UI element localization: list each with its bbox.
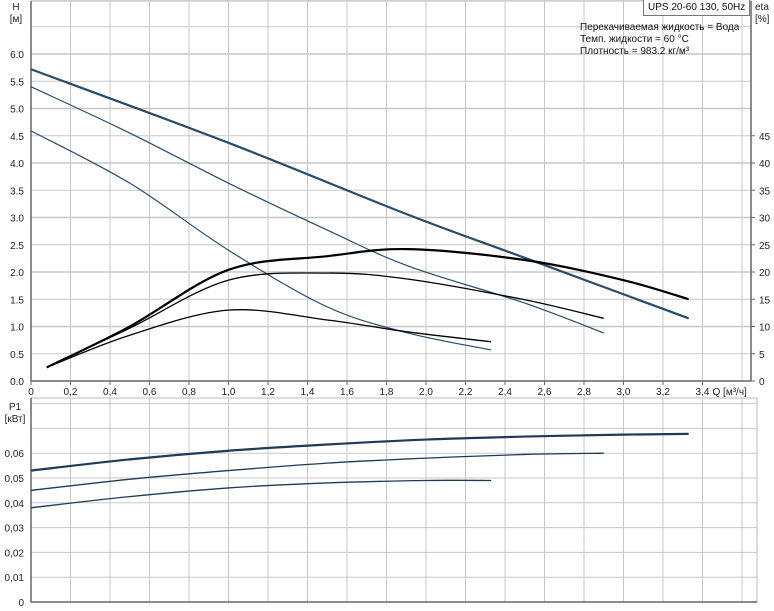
- y-axis-unit: [м]: [10, 14, 23, 25]
- y-right-tick-label: 0: [759, 377, 765, 388]
- y-tick-label: 2.5: [10, 241, 24, 252]
- y-tick-label: 0.5: [10, 350, 24, 361]
- efficiency-curve-2: [46, 272, 604, 368]
- y-right-tick-label: 20: [759, 268, 771, 279]
- y-right-axis-label: eta: [755, 2, 769, 13]
- head-curve-1: [30, 68, 690, 320]
- density-info: Плотность = 983.2 кг/м³: [580, 46, 690, 57]
- x-tick-label: 2,2: [459, 387, 473, 398]
- p1-tick-label: 0,03: [5, 524, 25, 535]
- x-tick-label: 1,0: [222, 387, 236, 398]
- y-tick-label: 4.0: [10, 159, 24, 170]
- x-tick-label: 1,6: [340, 387, 354, 398]
- p1-tick-label: 0,01: [5, 573, 25, 584]
- power-curve-3: [30, 479, 492, 509]
- y-right-tick-label: 25: [759, 241, 771, 252]
- x-tick-label: 2,0: [419, 387, 433, 398]
- efficiency-curve-3: [46, 309, 492, 368]
- pump-model-label: UPS 20-60 130, 50Hz: [643, 0, 751, 16]
- y-tick-label: 0.0: [10, 377, 24, 388]
- y-tick-label: 1.5: [10, 295, 24, 306]
- x-tick-label: 0,8: [182, 387, 196, 398]
- x-tick-label: 2,6: [538, 387, 552, 398]
- x-tick-label: 3,4: [696, 387, 710, 398]
- y-right-axis-unit: [%]: [755, 14, 770, 25]
- x-tick-label: 0: [28, 387, 34, 398]
- y-tick-label: 1.0: [10, 323, 24, 334]
- y-tick-label: 5.0: [10, 105, 24, 116]
- p1-tick-label: 0,02: [5, 548, 25, 559]
- p1-tick-label: 0: [18, 598, 24, 609]
- power-curve-1: [30, 432, 689, 472]
- x-tick-label: 3,2: [656, 387, 670, 398]
- y-right-tick-label: 10: [759, 323, 771, 334]
- p1-tick-label: 0,06: [5, 449, 25, 460]
- y-right-tick-label: 15: [759, 295, 771, 306]
- p1-axis-unit: [кВт]: [5, 414, 26, 425]
- y-tick-label: 3.5: [10, 186, 24, 197]
- fluid-info: Перекачиваемая жидкость = Вода: [580, 22, 740, 33]
- y-axis-label: H: [12, 2, 19, 13]
- x-tick-label: 2,4: [498, 387, 512, 398]
- y-tick-label: 6.0: [10, 50, 24, 61]
- head-curve-2: [30, 86, 604, 334]
- x-tick-label: 1,4: [301, 387, 315, 398]
- p1-tick-label: 0,04: [5, 499, 25, 510]
- y-right-tick-label: 5: [759, 350, 765, 361]
- p1-axis-label: P1: [9, 402, 22, 413]
- y-right-tick-label: 30: [759, 214, 771, 225]
- y-tick-label: 4.5: [10, 132, 24, 143]
- y-tick-label: 5.5: [10, 77, 24, 88]
- x-tick-label: 0,2: [64, 387, 78, 398]
- x-tick-label: 3,0: [617, 387, 631, 398]
- y-right-tick-label: 35: [759, 186, 771, 197]
- temperature-info: Темп. жидкости = 60 °C: [580, 34, 689, 45]
- x-tick-label: 2,8: [577, 387, 591, 398]
- y-tick-label: 3.0: [10, 214, 24, 225]
- efficiency-curve-1: [46, 247, 689, 369]
- x-axis-label: Q [м³/ч]: [713, 387, 748, 398]
- head-curve-3: [30, 130, 492, 351]
- y-right-tick-label: 40: [759, 159, 771, 170]
- x-tick-label: 1,2: [261, 387, 275, 398]
- x-tick-label: 0,6: [143, 387, 157, 398]
- x-tick-label: 1,8: [380, 387, 394, 398]
- p1-tick-label: 0,05: [5, 474, 25, 485]
- power-curve-2: [30, 452, 604, 492]
- y-right-tick-label: 45: [759, 132, 771, 143]
- x-tick-label: 0,4: [103, 387, 117, 398]
- y-tick-label: 2.0: [10, 268, 24, 279]
